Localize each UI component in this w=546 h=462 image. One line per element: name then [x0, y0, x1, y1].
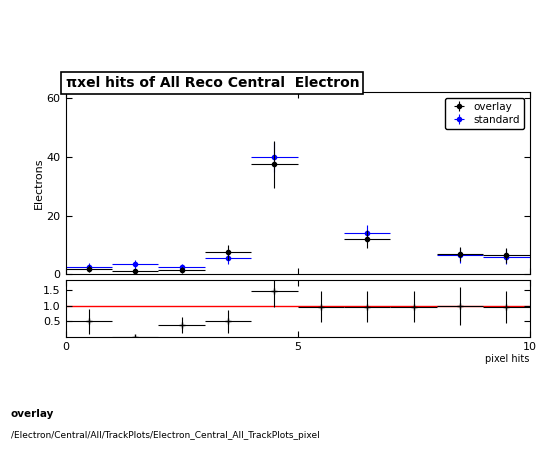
Text: overlay: overlay — [11, 409, 54, 419]
Text: /Electron/Central/All/TrackPlots/Electron_Central_All_TrackPlots_pixel: /Electron/Central/All/TrackPlots/Electro… — [11, 431, 319, 439]
Legend: overlay, standard: overlay, standard — [444, 97, 524, 129]
Text: πxel hits of All Reco Central  Electron: πxel hits of All Reco Central Electron — [66, 76, 359, 90]
Text: pixel hits: pixel hits — [485, 354, 530, 365]
Y-axis label: Electrons: Electrons — [34, 158, 44, 209]
